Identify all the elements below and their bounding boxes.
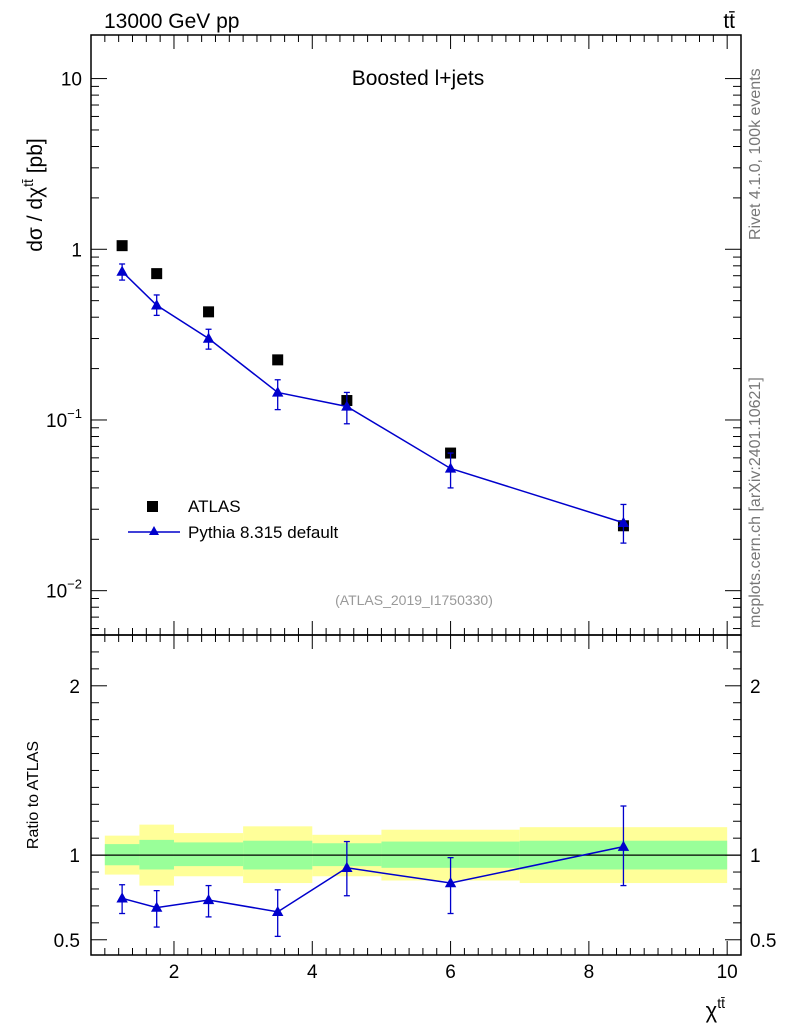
ratio-band-green [173, 842, 244, 867]
y-tick-label-base: 10 [46, 582, 67, 603]
pythia-data-point [444, 462, 457, 473]
atlas-data-point [203, 306, 215, 318]
ratio-y-tick-label: 2 [69, 677, 80, 698]
x-axis-label: χtt̄ [706, 995, 725, 1023]
ratio-data-point [150, 901, 163, 912]
x-tick-label: 4 [307, 962, 318, 983]
svg-text:χtt̄: χtt̄ [706, 995, 725, 1023]
y-tick-label: 10−1 [46, 406, 82, 432]
ratio-data-point [341, 861, 353, 873]
pythia-series-line [121, 271, 624, 524]
lower-data-layer [91, 805, 741, 938]
pythia-data-point [617, 516, 630, 527]
ratio-y-tick-label: 1 [69, 846, 80, 867]
upper-y-axis-label: dσ / dχtt̄ [pb] [20, 138, 47, 252]
ratio-y-tick-label: 0.5 [54, 931, 80, 952]
pythia-data-point [202, 332, 215, 343]
ylabel-suffix: [pb] [24, 138, 47, 179]
ratio-data-point [202, 893, 215, 905]
lower-frame [90, 634, 742, 956]
atlas-data-point [272, 354, 284, 366]
ratio-y-tick-label-right: 1 [750, 846, 761, 867]
analysis-watermark: (ATLAS_2019_I1750330) [335, 592, 493, 608]
ratio-data-point [617, 840, 630, 851]
pythia-data-point [341, 400, 353, 411]
legend-pythia-marker [149, 526, 159, 535]
ratio-data-point [272, 905, 284, 917]
y-tick-label: 10−2 [46, 577, 82, 603]
legend: ATLAS Pythia 8.315 default [128, 497, 339, 542]
rivet-label: Rivet 4.1.0, 100k events [747, 68, 764, 240]
ratio-data-point [444, 877, 457, 888]
x-tick-label: 8 [584, 962, 595, 983]
upper-frame [90, 34, 742, 636]
ylabel-sup: tt̄ [20, 179, 36, 187]
x-tick-label: 6 [445, 962, 456, 983]
x-tick-label: 10 [717, 962, 738, 983]
pythia-data-point [116, 265, 128, 276]
y-tick-label-base: 1 [71, 240, 82, 261]
energy-label: 13000 GeV pp [104, 10, 239, 33]
svg-text:dσ / dχtt̄ [pb]: dσ / dχtt̄ [pb] [20, 138, 47, 252]
atlas-data-point [151, 268, 163, 280]
y-tick-label-exponent: −2 [67, 577, 82, 592]
legend-pythia-label: Pythia 8.315 default [188, 523, 339, 542]
legend-atlas-marker [147, 501, 158, 512]
pythia-data-point [272, 386, 284, 397]
process-label: tt̄ [723, 10, 735, 33]
x-tick-label: 2 [169, 962, 180, 983]
y-tick-label-base: 10 [61, 70, 82, 91]
xlabel-sup: tt̄ [717, 995, 725, 1011]
ylabel-prefix: dσ / dχ [24, 187, 47, 252]
ratio-data-point [116, 892, 128, 903]
ratio-y-tick-label-right: 0.5 [750, 931, 776, 952]
y-tick-label: 10 [61, 70, 82, 91]
ratio-y-tick-label-right: 2 [750, 677, 761, 698]
chart-title: Boosted l+jets [352, 67, 485, 90]
legend-atlas-label: ATLAS [188, 497, 241, 516]
mcplots-label: mcplots.cern.ch [arXiv:2401.10621] [747, 377, 764, 628]
pythia-data-point [150, 299, 163, 310]
atlas-data-point [116, 240, 128, 252]
y-tick-label-base: 10 [46, 411, 67, 432]
y-tick-label: 1 [71, 240, 82, 261]
upper-data-layer [116, 240, 630, 544]
xlabel-base: χ [706, 998, 718, 1023]
ratio-y-axis-label: Ratio to ATLAS [25, 741, 42, 849]
y-tick-label-exponent: −1 [67, 406, 82, 421]
